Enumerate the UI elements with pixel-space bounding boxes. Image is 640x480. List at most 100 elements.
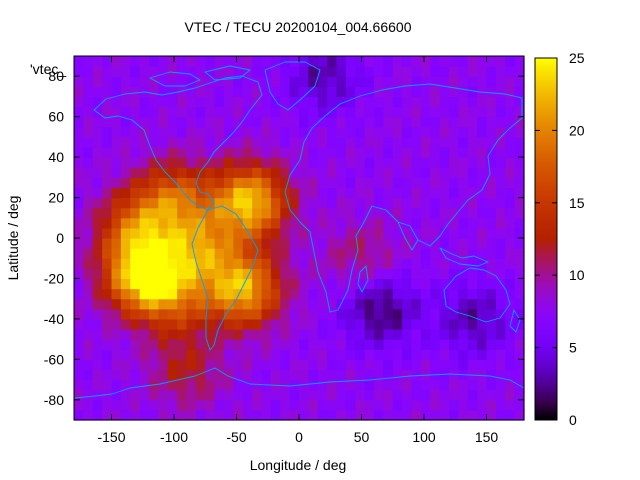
heatmap-cell: [364, 157, 375, 168]
heatmap-cell: [102, 136, 113, 148]
heatmap-cell: [449, 126, 459, 138]
heatmap-cell: [280, 157, 291, 168]
heatmap-cell: [430, 349, 441, 360]
heatmap-cell: [130, 359, 141, 371]
heatmap-cell: [364, 217, 375, 229]
heatmap-cell: [364, 409, 375, 421]
heatmap-cell: [149, 56, 159, 67]
heatmap-cell: [317, 66, 328, 77]
heatmap-cell: [224, 248, 234, 259]
heatmap-cell: [158, 248, 169, 259]
heatmap-cell: [364, 167, 375, 178]
x-tick-label: -100: [160, 429, 188, 445]
heatmap-cell: [205, 379, 216, 391]
heatmap-cell: [355, 268, 366, 280]
heatmap-cell: [270, 157, 281, 168]
heatmap-cell: [120, 369, 131, 381]
heatmap-cell: [242, 389, 253, 401]
heatmap-cell: [158, 66, 169, 77]
heatmap-cell: [411, 116, 422, 128]
heatmap-cell: [139, 298, 150, 310]
heatmap-cell: [430, 56, 441, 67]
heatmap-cell: [120, 238, 131, 249]
heatmap-cell: [345, 227, 356, 239]
heatmap-cell: [195, 116, 206, 128]
heatmap-cell: [120, 86, 131, 98]
heatmap-cell: [458, 409, 469, 421]
heatmap-cell: [467, 339, 478, 350]
heatmap-cell: [74, 157, 84, 168]
heatmap-cell: [477, 359, 488, 371]
heatmap-cell: [252, 187, 263, 199]
heatmap-cell: [505, 96, 516, 108]
heatmap-cell: [327, 288, 338, 300]
y-tick-label: 20: [48, 190, 64, 206]
heatmap-cell: [233, 227, 244, 239]
heatmap-cell: [92, 278, 103, 290]
heatmap-cell: [252, 399, 263, 411]
heatmap-cell: [233, 238, 244, 249]
heatmap-cell: [383, 278, 394, 290]
heatmap-cell: [308, 187, 319, 199]
heatmap-cell: [261, 136, 272, 148]
heatmap-cell: [130, 379, 141, 391]
heatmap-cell: [195, 298, 206, 310]
heatmap-cell: [411, 56, 422, 67]
heatmap-cell: [120, 268, 131, 280]
heatmap-cell: [505, 116, 516, 128]
heatmap-cell: [467, 227, 478, 239]
heatmap-cell: [514, 268, 525, 280]
heatmap-cell: [317, 389, 328, 401]
heatmap-cell: [205, 147, 216, 158]
coastline-indonesia: [439, 247, 489, 267]
heatmap-cell: [214, 56, 225, 67]
heatmap-cell: [130, 96, 141, 108]
heatmap-cell: [130, 56, 141, 67]
heatmap-cell: [205, 359, 216, 371]
heatmap-cell: [467, 126, 478, 138]
heatmap-cell: [486, 106, 497, 118]
heatmap-cell: [102, 207, 113, 219]
heatmap-cell: [495, 106, 506, 118]
heatmap-cell: [158, 318, 169, 330]
heatmap-cell: [111, 116, 122, 128]
heatmap-cell: [139, 167, 150, 178]
heatmap-cell: [392, 298, 403, 310]
heatmap-cell: [158, 116, 169, 128]
heatmap-cell: [411, 389, 422, 401]
heatmap-cell: [345, 177, 356, 189]
heatmap-cell: [158, 167, 169, 178]
heatmap-cell: [402, 349, 413, 360]
heatmap-cell: [420, 268, 431, 280]
heatmap-cell: [495, 278, 506, 290]
heatmap-cell: [167, 86, 178, 98]
heatmap-cell: [383, 126, 394, 138]
heatmap-cell: [102, 268, 113, 280]
heatmap-cell: [327, 258, 338, 269]
heatmap-cell: [495, 217, 506, 229]
heatmap-cell: [177, 106, 188, 118]
heatmap-cell: [392, 349, 403, 360]
heatmap-cell: [477, 298, 488, 310]
heatmap-cell: [195, 197, 206, 209]
heatmap-cell: [345, 318, 356, 330]
heatmap-cell: [327, 136, 338, 148]
heatmap-cell: [205, 349, 216, 360]
x-tick-label: -150: [97, 429, 125, 445]
heatmap-cell: [186, 187, 197, 199]
heatmap-cell: [383, 86, 394, 98]
heatmap-cell: [495, 86, 506, 98]
heatmap-cell: [280, 379, 291, 391]
heatmap-cell: [83, 116, 94, 128]
heatmap-cell: [214, 349, 225, 360]
heatmap-cell: [449, 96, 459, 108]
heatmap-cell: [139, 197, 150, 209]
heatmap-cell: [505, 217, 516, 229]
heatmap-cell: [149, 359, 159, 371]
colorbar-tick-label: 15: [569, 195, 585, 211]
heatmap-cell: [411, 258, 422, 269]
heatmap-cell: [289, 56, 300, 67]
heatmap-cell: [345, 116, 356, 128]
heatmap-cell: [317, 167, 328, 178]
heatmap-cell: [336, 66, 347, 77]
